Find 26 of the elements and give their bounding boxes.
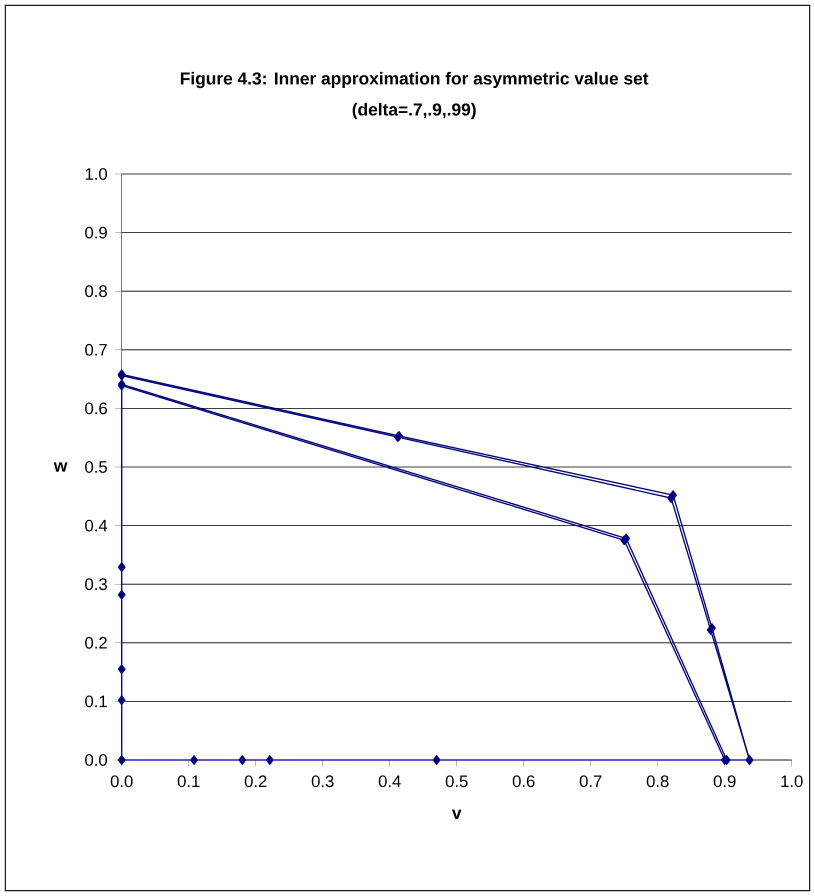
- x-tick-label: 0.5: [446, 775, 468, 788]
- chart-subtitle: (delta=.7,.9,.99): [352, 102, 476, 120]
- y-tick-label: 0.8: [85, 285, 107, 298]
- y-tick-label: 0.1: [85, 696, 107, 708]
- x-tick-label: 0.3: [312, 775, 334, 788]
- y-tick-label: 0.5: [85, 461, 107, 473]
- x-tick-label: 0.1: [178, 775, 200, 788]
- x-tick-label: 0.0: [110, 775, 133, 788]
- x-axis-title: v: [452, 810, 462, 819]
- y-tick-label: 0.7: [85, 344, 107, 356]
- y-tick-label: 0.9: [85, 226, 107, 238]
- x-tick-label: 0.8: [646, 775, 669, 788]
- y-tick-label: 0.4: [85, 520, 108, 532]
- y-tick-label: 1.0: [86, 168, 108, 180]
- x-tick-label: 0.4: [378, 775, 401, 788]
- y-tick-label: 0.6: [85, 402, 107, 414]
- chart-title: Figure 4.3: Inner approximation for asymmetric value set: [180, 72, 648, 88]
- y-tick-label: 0.2: [85, 636, 107, 649]
- x-tick-label: 0.2: [244, 775, 266, 788]
- x-tick-label: 0.6: [512, 775, 535, 788]
- y-tick-label: 0.0: [85, 754, 108, 766]
- y-tick-label: 0.3: [85, 578, 107, 590]
- x-tick-label: 0.9: [714, 775, 736, 788]
- x-tick-label: 1.0: [781, 775, 803, 788]
- x-tick-label: 0.7: [580, 775, 602, 788]
- y-axis-title: w: [54, 462, 68, 472]
